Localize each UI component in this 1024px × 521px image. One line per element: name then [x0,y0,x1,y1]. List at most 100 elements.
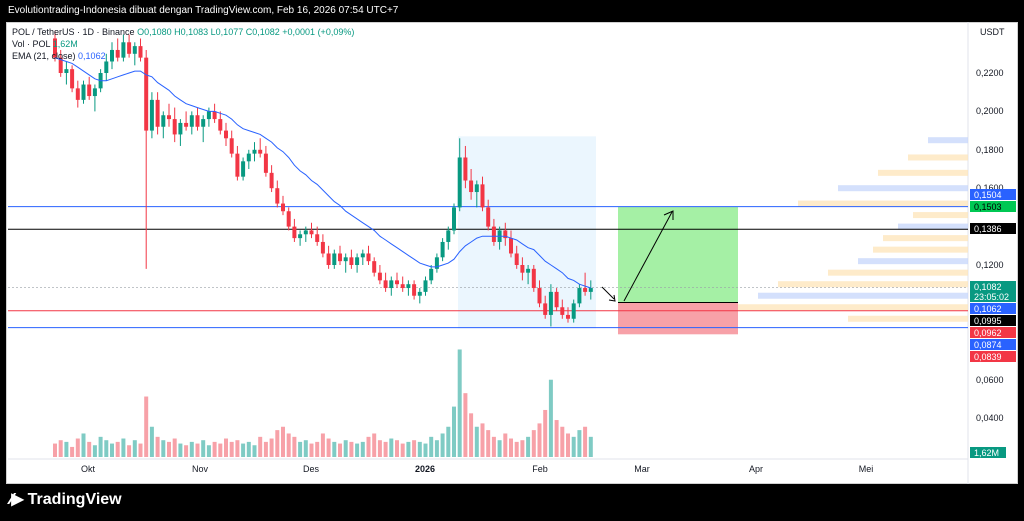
candle-body [531,268,536,289]
volume-bar [338,443,342,457]
volume-profile-bar [858,258,968,265]
candle-body [452,207,456,231]
volume-bar [440,433,445,457]
legend-low: L0,1077 [210,27,244,37]
volume-bar [195,443,200,457]
candle-body [491,226,496,242]
candle-body [315,234,320,242]
volume-bar [263,441,268,457]
volume-bar [315,441,320,457]
volume-bar [224,438,228,457]
volume-bar [349,441,354,457]
volume-bar [577,430,582,457]
volume-bar [389,438,394,457]
volume-bar [212,441,217,457]
price-badge-label: 0,1504 [974,190,1002,200]
volume-bar [92,445,97,457]
time-tick-label: 2026 [415,464,435,474]
volume-badge-label: 1,62M [974,448,999,458]
candle-body [560,307,565,315]
candle-body [349,257,354,265]
candle-body [281,203,285,212]
candle-body [372,261,377,273]
volume-profile-bar [798,200,968,207]
candle-body [149,99,154,131]
candle-body [383,280,388,289]
volume-bar [75,438,80,457]
volume-bar [377,440,382,457]
candle-body [58,57,63,73]
legend-high: H0,1083 [174,27,209,37]
volume-profile-bar [873,246,968,253]
candle-body [235,153,240,177]
volume-profile-bar [838,185,968,192]
price-badge [970,281,1016,292]
volume-bar [115,441,120,457]
candle-body [520,265,525,273]
volume-bar [480,423,485,457]
volume-bar [423,443,428,457]
volume-bar [81,433,86,457]
legend-volume-value: 1,62M [52,39,78,49]
candle-body [252,149,257,154]
volume-profile-bar [928,137,968,144]
candle-body [566,314,570,319]
volume-bar [366,436,371,457]
legend-volume-row: Vol · POL 1,62M [12,38,354,50]
candle-body [469,180,474,193]
candle-body [440,241,445,258]
volume-bar [474,426,479,457]
volume-bar [98,436,103,457]
price-badge [970,303,1016,314]
volume-bar [235,440,240,457]
legend-open: O0,1080 [137,27,172,37]
volume-bar [70,446,75,457]
volume-bar [560,426,565,457]
volume-bar [167,441,171,457]
candle-body [320,241,325,254]
candle-body [355,257,360,265]
tradingview-brand[interactable]: ⁄⁄▶ TradingView [10,489,122,511]
candle-body [548,291,553,315]
volume-bar [509,438,513,457]
legend-volume-label[interactable]: Vol · POL [12,39,51,49]
price-badge [970,327,1016,338]
candle-body [178,122,183,135]
price-tick-label: 0,1800 [976,145,1004,155]
candle-body [229,138,234,154]
volume-profile-bar [738,304,968,311]
price-tick-label: 0,2000 [976,106,1004,116]
arrow-down-line [601,286,615,300]
volume-bar [161,440,166,457]
volume-bar [452,406,456,457]
volume-bar [514,441,519,457]
volume-bar [588,436,593,457]
legend-symbol[interactable]: POL / TetherUS · 1D · Binance [12,27,135,37]
volume-bar [258,436,263,457]
volume-bar [417,441,422,457]
legend-ema-label[interactable]: EMA (21, close) [12,51,76,61]
time-tick-label: Apr [749,464,763,474]
volume-bar [520,440,525,457]
ema-line [54,57,591,289]
price-badge [970,291,1016,302]
volume-bar [503,433,508,457]
candle-body [526,268,531,273]
volume-bar [372,433,377,457]
volume-profile-bar [908,154,968,161]
volume-profile-bar [758,292,968,299]
volume-bar [429,436,434,457]
volume-bar [469,413,474,457]
position-stop-zone [618,302,738,335]
price-badge [970,223,1016,234]
candle-body [309,230,314,235]
candle-body [201,119,206,127]
candle-body [195,115,200,127]
candle-body [486,207,491,227]
price-unit-label: USDT [980,27,1005,37]
candle-body [577,288,582,304]
volume-bar [178,443,183,457]
volume-bar [281,426,285,457]
candle-body [400,284,405,289]
